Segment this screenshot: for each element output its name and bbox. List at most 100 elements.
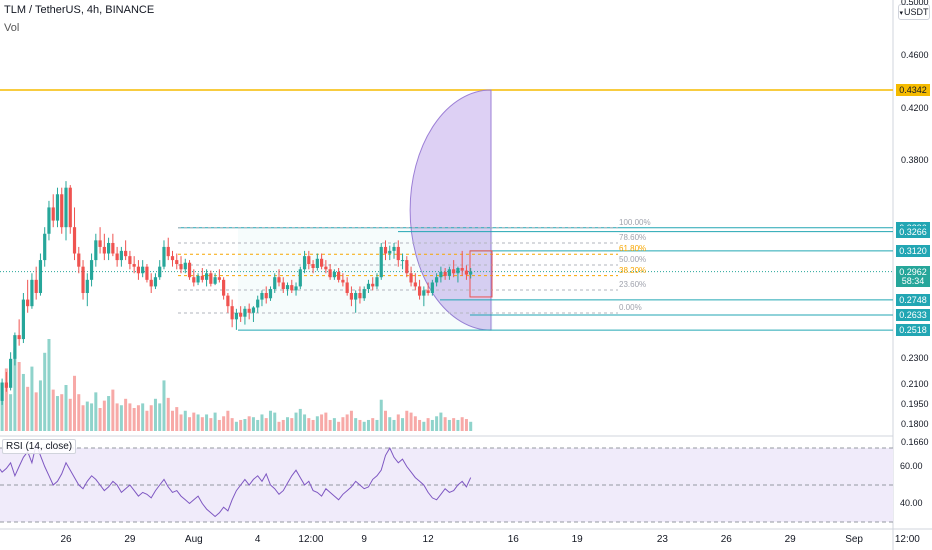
candle-body <box>234 312 238 320</box>
candle-body <box>332 271 336 278</box>
candle-body <box>30 279 34 307</box>
candle-body <box>38 260 43 294</box>
price-tag[interactable]: 0.2518 <box>896 324 930 337</box>
volume-bar <box>464 419 468 431</box>
volume-bar <box>452 418 456 431</box>
volume-bar <box>21 373 25 431</box>
volume-bar <box>124 398 128 431</box>
time-tick-label: 26 <box>720 534 732 545</box>
candle-body <box>328 269 332 278</box>
volume-bar <box>94 392 98 431</box>
volume-bar <box>55 396 59 431</box>
candle-body <box>209 273 213 284</box>
candle-body <box>64 187 68 228</box>
candle-body <box>277 277 281 283</box>
volume-bar <box>90 403 94 431</box>
price-tick-label: 0.1660 <box>901 437 929 448</box>
price-tag[interactable]: 0.3266 <box>896 225 930 238</box>
candle-body <box>162 246 166 267</box>
candle-body <box>311 264 315 268</box>
fib-level-label: 0.00% <box>619 303 642 312</box>
candle-body <box>111 242 115 254</box>
candle-body <box>469 271 473 275</box>
currency-selector[interactable]: ▾USDT <box>898 4 930 20</box>
volume-bar <box>73 375 77 431</box>
candle-body <box>136 266 141 274</box>
candle-body <box>107 242 111 254</box>
volume-bar <box>26 386 30 431</box>
price-tag[interactable]: 0.2633 <box>896 308 930 321</box>
time-tick-label: 19 <box>571 534 583 545</box>
volume-bar <box>141 403 145 431</box>
volume-bar <box>200 417 204 431</box>
candle-body <box>85 279 89 294</box>
candle-body <box>251 307 256 313</box>
candle-body <box>141 266 145 274</box>
candle-body <box>192 277 196 283</box>
volume-bar <box>315 416 319 431</box>
volume-bar <box>401 418 405 431</box>
candle-body <box>379 246 383 278</box>
volume-bar <box>115 403 119 431</box>
volume-bar <box>179 414 183 431</box>
time-tick-label: 29 <box>784 534 796 545</box>
candle-body <box>72 227 77 254</box>
candle-body <box>60 194 64 228</box>
volume-bar <box>388 417 392 431</box>
candle-body <box>9 358 13 388</box>
price-tag[interactable]: 0.4342 <box>896 84 930 96</box>
candle-body <box>396 246 400 261</box>
symbol-title[interactable]: TLM / TetherUS, 4h, BINANCE <box>4 4 155 16</box>
candle-body <box>153 277 158 287</box>
candle-body <box>222 279 226 296</box>
volume-bar <box>188 417 192 431</box>
volume-bar <box>149 405 153 431</box>
volume-bar <box>226 410 230 431</box>
candle-body <box>43 233 47 261</box>
price-tick-label: 0.5000 <box>901 0 929 8</box>
candle-body <box>26 299 30 307</box>
price-tag[interactable]: 0.2748 <box>896 293 930 306</box>
fib-level-label: 100.00% <box>619 217 651 227</box>
volume-bar <box>81 405 85 431</box>
time-tick-label: 4 <box>254 534 261 545</box>
candle-body <box>324 266 328 270</box>
volume-bar <box>439 412 443 431</box>
candle-body <box>273 277 277 290</box>
candle-body <box>179 264 183 270</box>
candle-body <box>349 293 354 300</box>
candle-body <box>439 271 443 278</box>
volume-bar <box>213 412 217 431</box>
volume-bar <box>375 419 379 431</box>
volume-bar <box>392 419 396 431</box>
candle-body <box>417 286 422 296</box>
volume-bar <box>247 416 251 431</box>
price-tick-label: 0.2100 <box>901 379 929 390</box>
fib-level-label: 78.60% <box>619 232 647 242</box>
volume-bar <box>460 417 464 431</box>
candle-body <box>239 312 243 317</box>
volume-bar <box>413 416 417 431</box>
candle-body <box>13 335 17 359</box>
candle-body <box>371 283 375 287</box>
time-tick-label: 12:00 <box>298 534 324 545</box>
time-tick-label: 9 <box>361 534 367 545</box>
volume-bar <box>205 414 209 431</box>
volume-bar <box>422 421 426 431</box>
price-tag[interactable]: 58:34 <box>896 275 930 288</box>
price-tag[interactable]: 0.2962 <box>896 265 930 278</box>
volume-legend[interactable]: Vol <box>4 22 20 34</box>
volume-bar <box>136 405 140 431</box>
rsi-legend[interactable]: RSI (14, close) <box>2 439 77 454</box>
price-tag[interactable]: 0.3120 <box>896 244 930 257</box>
time-tick-label: 23 <box>656 534 668 545</box>
volume-bar <box>107 396 111 431</box>
fib-level-label: 38.20% <box>619 265 647 275</box>
rsi-pane <box>0 442 893 523</box>
candle-body <box>34 279 38 294</box>
volume-bar <box>60 394 64 431</box>
volume-bar <box>303 414 307 431</box>
volume-bar <box>162 380 166 431</box>
candle-body <box>354 293 358 300</box>
